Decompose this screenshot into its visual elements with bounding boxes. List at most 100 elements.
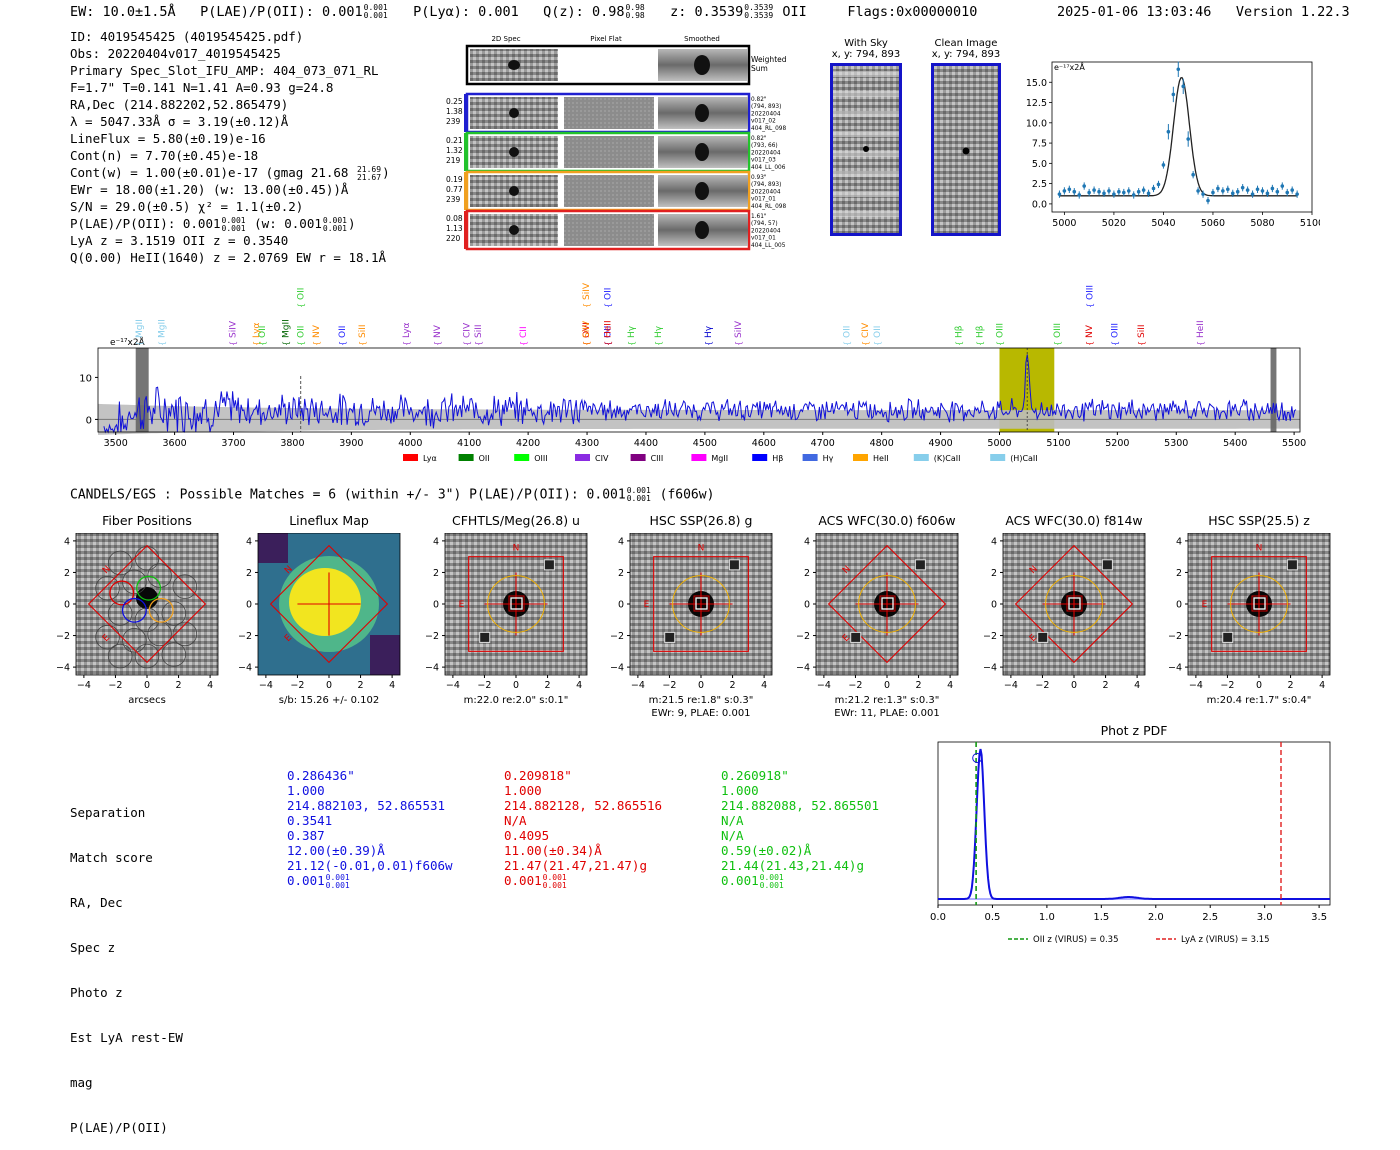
x-tick-label: 4	[947, 680, 953, 691]
line-label-brace: {	[873, 341, 882, 346]
image-panel: −4 −4 −2 −2 0 0 2 2 4 4 N E	[56, 533, 219, 691]
label-match-score: Match score	[70, 850, 153, 865]
x-tick-label: 2	[1288, 680, 1294, 691]
row-meta: 20220404	[751, 111, 781, 117]
info-q: Q(0.00) HeII(1640) z = 2.0769 EW r = 18.…	[70, 250, 387, 265]
x-tick-label: 5000	[1052, 218, 1076, 229]
masked-region	[135, 348, 149, 432]
masked-region	[1270, 348, 1277, 432]
aperture-ellipse	[487, 575, 545, 633]
line-label: Hγ	[654, 325, 664, 338]
plae-value: 0.001	[504, 873, 542, 888]
y-tick-label: 15.0	[1026, 78, 1047, 89]
y-tick-label: 10	[79, 373, 92, 384]
line-label: Hγ	[627, 325, 637, 338]
plot-frame	[937, 741, 1331, 906]
east-label: E	[1202, 600, 1208, 610]
row-meta: 20220404	[751, 228, 781, 234]
y-tick-label: −4	[425, 663, 439, 674]
y-tick-label: −4	[796, 663, 810, 674]
plae-range: 0.001 0.001	[326, 873, 350, 890]
fiber-circle	[134, 607, 160, 633]
line-label: SiIV	[582, 320, 592, 338]
footprint-diamond	[269, 544, 389, 664]
y-tick-label: −4	[56, 663, 70, 674]
clean-title: Clean Image	[934, 38, 998, 49]
pdf-curve	[938, 748, 1330, 900]
panel-title: Fiber Positions	[102, 513, 192, 528]
neighbor-source	[914, 559, 926, 571]
data-point	[1107, 189, 1111, 193]
line-label: OII	[297, 288, 307, 300]
match-cell: 1.000	[721, 783, 759, 798]
y-tick-label: 4	[991, 536, 997, 547]
panel-title: HSC SSP(26.8) g	[649, 513, 753, 528]
y-tick-label: 4	[804, 536, 810, 547]
smoothed-blob	[695, 104, 709, 122]
line-label-brace: {	[297, 303, 306, 308]
line-label: NV	[1085, 324, 1095, 338]
y-tick-label: 2.5	[1032, 179, 1047, 190]
label-plae: P(LAE)/P(OII)	[70, 1120, 168, 1135]
label-separation: Separation	[70, 805, 146, 820]
row-stat: 0.25	[446, 97, 463, 106]
line-label-brace: {	[252, 341, 261, 346]
line-label-brace: {	[158, 341, 167, 346]
north-label: N	[513, 544, 520, 554]
detection-info: ID: 4019545425 (4019545425.pdf) Obs: 202…	[70, 28, 390, 266]
row-stat: 239	[446, 117, 461, 126]
aperture-ellipse	[1045, 575, 1103, 633]
x-tick-label: 3900	[339, 438, 363, 449]
line-label-brace: {	[1196, 341, 1205, 346]
counterpart-box-outer	[1066, 595, 1083, 612]
label-mag: mag	[70, 1075, 93, 1090]
x-tick-label: 2	[545, 680, 551, 691]
panel-xlabel: arcsecs	[128, 695, 166, 706]
match-cell: 214.882103, 52.865531	[287, 798, 446, 813]
info-sn: S/N = 29.0(±0.5) χ² = 1.1(±0.2)	[70, 199, 304, 214]
clean-coord: x, y: 794, 893	[931, 49, 1001, 60]
line-label: NV	[433, 324, 443, 338]
line-label: CIV	[861, 322, 871, 338]
data-point	[1230, 191, 1235, 196]
data-point	[1077, 193, 1082, 197]
line-label-brace: {	[996, 341, 1005, 346]
x-tick-label: 5500	[1282, 438, 1306, 449]
x-tick-label: 5200	[1105, 438, 1129, 449]
data-point	[1216, 186, 1220, 191]
line-label-brace: {	[258, 341, 267, 346]
x-tick-label: −2	[662, 680, 676, 691]
legend-swatch	[853, 454, 868, 461]
legend-swatch	[990, 454, 1006, 461]
line-label-brace: {	[654, 341, 663, 346]
cutout-pixelflat	[564, 175, 654, 207]
data-point	[1146, 191, 1151, 196]
plae-lo: 0.001	[759, 880, 784, 890]
x-tick-label: 4300	[575, 438, 599, 449]
x-tick-label: −4	[259, 680, 273, 691]
data-point	[1087, 190, 1091, 195]
x-tick-label: 4800	[870, 438, 894, 449]
data-point	[1072, 189, 1077, 194]
weighted-label-a: Weighted	[751, 55, 787, 64]
x-tick-label: 5000	[987, 438, 1011, 449]
data-point	[1156, 182, 1161, 187]
line-label-brace: {	[1085, 341, 1094, 346]
legend-swatch	[691, 454, 707, 461]
info-contw: Cont(w) = 1.00(±0.01)e-17 (gmag 21.68 21…	[70, 164, 390, 182]
info-contn: Cont(n) = 7.70(±0.45)e-18	[70, 148, 259, 163]
legend-swatch	[403, 454, 418, 461]
x-tick-label: 4	[1319, 680, 1325, 691]
image-panel: −4 −4 −2 −2 0 0 2 2 4 4 N E	[1168, 533, 1331, 691]
with-sky-image	[830, 63, 902, 236]
fiber-red	[109, 580, 135, 606]
row-meta: v017_01	[751, 197, 776, 203]
match-column: 0.209818" 1.000 214.882128, 52.865516 N/A 0.…	[504, 768, 662, 890]
x-tick-label: −2	[477, 680, 491, 691]
legend-swatch	[575, 454, 590, 461]
data-point	[1221, 189, 1225, 193]
fiber-circle	[95, 575, 120, 601]
line-label-brace: {	[312, 341, 321, 346]
y-tick-label: 2	[618, 568, 624, 579]
